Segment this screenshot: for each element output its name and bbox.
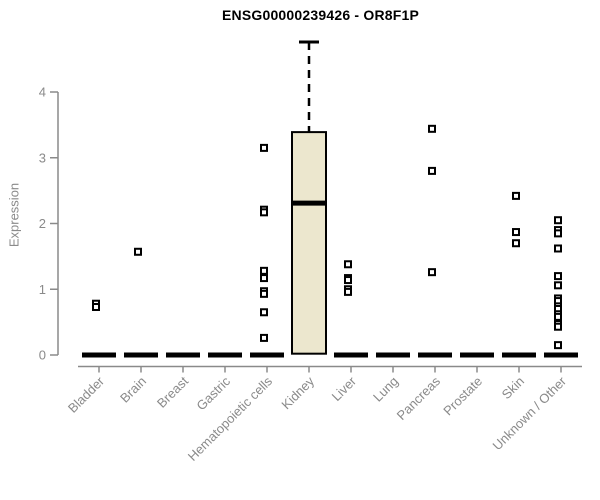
outlier-point xyxy=(512,228,520,237)
y-tick-label: 3 xyxy=(39,150,46,165)
x-tick-label: Breast xyxy=(154,373,191,410)
x-tick-label: Prostate xyxy=(440,374,485,419)
outlier-point xyxy=(344,260,352,269)
outlier-point xyxy=(260,208,268,217)
outlier-point xyxy=(554,272,562,281)
y-tick-label: 4 xyxy=(39,85,46,100)
y-tick-label: 0 xyxy=(39,348,46,363)
outlier-point xyxy=(554,229,562,238)
outlier-point xyxy=(554,281,562,290)
outlier-point xyxy=(260,274,268,283)
zero-median-bar xyxy=(124,352,158,358)
median-line xyxy=(292,200,326,206)
zero-median-bar xyxy=(334,352,368,358)
chart-title: ENSG00000239426 - OR8F1P xyxy=(221,7,420,23)
zero-median-bar xyxy=(418,352,452,358)
outlier-point xyxy=(260,289,268,298)
outlier-point xyxy=(344,276,352,285)
y-tick-label: 1 xyxy=(39,282,46,297)
zero-median-bar xyxy=(544,352,578,358)
outlier-point xyxy=(554,322,562,331)
x-tick-label: Gastric xyxy=(193,373,233,413)
zero-median-bar xyxy=(166,352,200,358)
outlier-point xyxy=(260,143,268,152)
x-tick-label: Pancreas xyxy=(394,373,444,423)
x-tick-label: Kidney xyxy=(278,373,317,412)
outlier-point xyxy=(428,124,436,133)
outlier-point xyxy=(512,191,520,200)
outlier-point xyxy=(554,216,562,225)
outlier-point xyxy=(428,166,436,175)
zero-median-bar xyxy=(502,352,536,358)
x-tick-label: Bladder xyxy=(65,373,108,416)
x-tick-label: Skin xyxy=(499,374,527,402)
zero-median-bar xyxy=(460,352,494,358)
outlier-point xyxy=(260,333,268,342)
outlier-point xyxy=(512,239,520,248)
outlier-point xyxy=(554,312,562,321)
x-tick-label: Brain xyxy=(117,374,149,406)
box xyxy=(291,131,327,355)
zero-median-bar xyxy=(250,352,284,358)
outlier-point xyxy=(554,341,562,350)
y-tick-label: 2 xyxy=(39,216,46,231)
zero-median-bar xyxy=(208,352,242,358)
outlier-point xyxy=(428,268,436,277)
zero-median-bar xyxy=(376,352,410,358)
zero-median-bar xyxy=(82,352,116,358)
outlier-point xyxy=(554,244,562,253)
x-tick-label: Liver xyxy=(329,373,360,404)
outlier-point xyxy=(344,287,352,296)
outlier-point xyxy=(260,266,268,275)
outlier-point xyxy=(134,247,142,256)
x-tick-label: Unknown / Other xyxy=(490,373,570,453)
x-tick-label: Lung xyxy=(370,374,401,405)
outlier-point xyxy=(260,308,268,317)
outlier-point xyxy=(92,303,100,312)
